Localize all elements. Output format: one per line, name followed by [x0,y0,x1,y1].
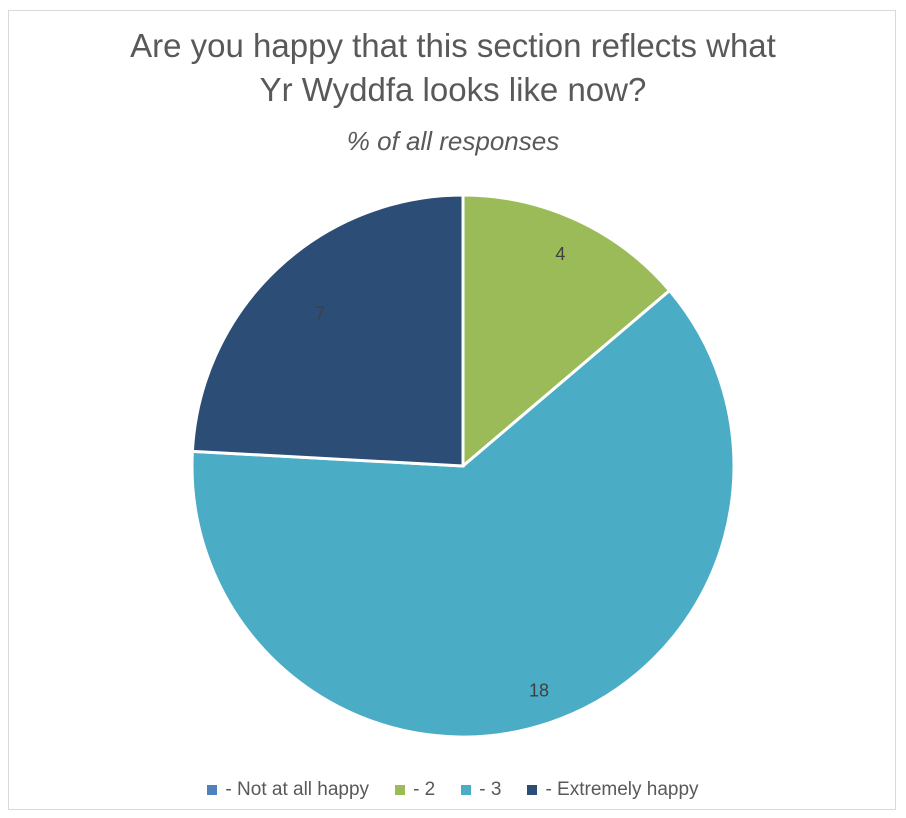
slice-data-label: 18 [529,680,549,700]
pie-slice-2 [461,193,672,470]
legend-item: - 2 [395,779,435,801]
pie-slice-3 [190,288,736,739]
legend-item: - 3 [461,779,501,801]
legend-swatch [207,785,218,795]
legend-item: - Extremely happy [527,779,699,801]
legend-label: - Extremely happy [545,779,699,800]
chart-legend: - Not at all happy - 2 - 3 - Extremely happ… [0,776,906,804]
slice-data-label: 7 [315,304,325,324]
slice-data-label: 4 [555,244,565,264]
legend-item: - Not at all happy [207,779,369,801]
legend-label: - 3 [479,779,502,800]
pie-slice-4 [190,193,465,468]
legend-swatch [461,785,472,795]
chart-subtitle: % of all responses [346,126,560,156]
legend-swatch [527,785,538,795]
legend-swatch [395,785,406,795]
chart-title: Are you happy that this section reflects… [130,27,776,108]
legend-label: - Not at all happy [225,779,370,800]
legend-label: - 2 [413,779,436,800]
